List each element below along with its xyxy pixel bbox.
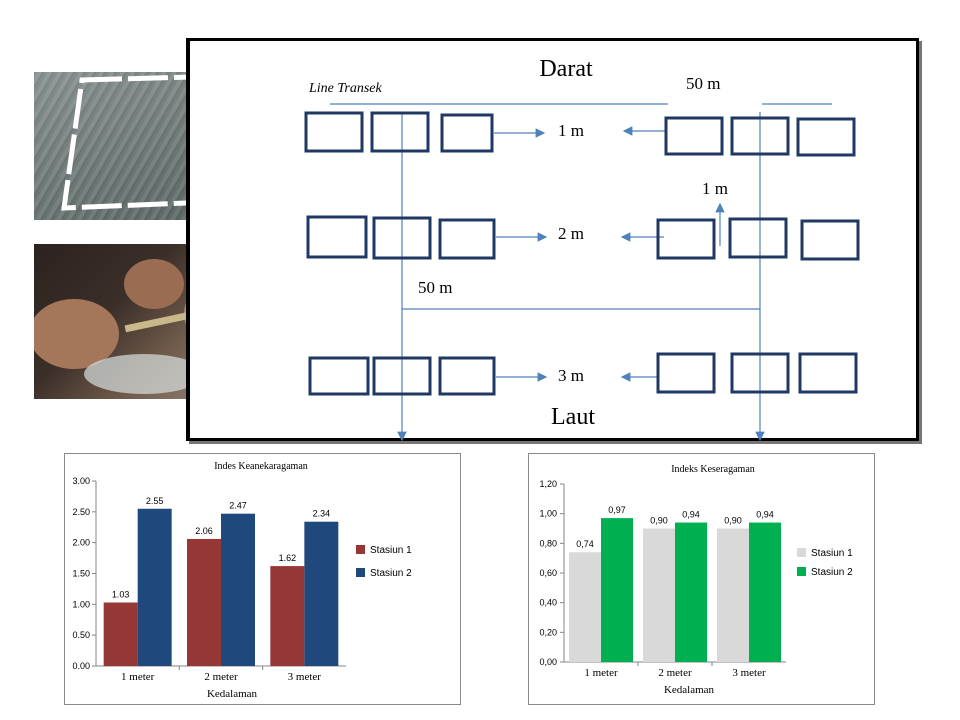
quadrat-box [800,219,860,261]
chart-title: Indeks Keseragaman [671,464,755,475]
y-tick-label: 1.50 [72,569,90,579]
data-label: 0,90 [724,516,742,526]
bar [749,522,781,662]
y-tick-label: 0.00 [72,661,90,671]
data-label: 0,90 [650,516,668,526]
data-label: 0,74 [576,539,594,549]
quadrat-box [308,356,370,396]
data-label: 0,97 [608,505,626,515]
legend-swatch [356,568,365,577]
legend-label: Stasiun 2 [370,568,412,579]
quadrat-box [798,352,858,394]
darat-label: Darat [539,56,593,82]
quadrat-box [440,113,494,153]
y-tick-label: 3.00 [72,476,90,486]
transect-lines [330,103,832,442]
data-label: 0,94 [682,510,700,520]
data-label: 2.06 [195,526,213,536]
y-tick-label: 0.50 [72,630,90,640]
bar [601,518,633,662]
quadrat-box [656,352,716,394]
y-tick-label: 0,80 [539,538,557,548]
y-tick-label: 2.00 [72,538,90,548]
bar [643,528,675,662]
bar [675,522,707,662]
line-transek-label: Line Transek [308,81,383,96]
y-tick-label: 1.00 [72,599,90,609]
row-label-3m: 3 m [558,366,584,385]
legend-label: Stasiun 2 [811,567,853,578]
y-tick-label: 2.50 [72,507,90,517]
distance-top-label: 50 m [686,74,720,93]
bar [270,566,305,666]
data-label: 2.55 [146,496,164,506]
x-axis-title: Kedalaman [207,688,258,700]
x-tick-label: 2 meter [658,667,692,679]
quadrat-frame-overlay [61,73,264,211]
quadrat-box [306,215,368,259]
y-tick-label: 0,00 [539,657,557,667]
legend-swatch [797,567,806,576]
row-label-1m: 1 m [558,121,584,140]
x-tick-label: 3 meter [288,671,322,683]
bar [569,552,601,662]
legend-swatch [797,548,806,557]
y-tick-label: 1,20 [539,479,557,489]
quadrat-box [372,356,432,396]
quadrat-box [728,217,788,259]
x-tick-label: 1 meter [584,667,618,679]
legend-label: Stasiun 1 [811,548,853,559]
quadrat-box [664,116,724,156]
row-label-2m: 2 m [558,224,584,243]
bar [221,513,255,666]
quadrat-boxes [304,111,860,396]
legend-swatch [356,545,365,554]
chart-title: Indes Keanekaragaman [214,461,308,472]
bar [187,538,221,666]
bar [137,508,172,666]
data-label: 2.34 [313,509,331,519]
y-tick-label: 1,00 [539,509,557,519]
quadrat-box [656,218,716,260]
data-label: 2.47 [229,501,247,511]
x-tick-label: 2 meter [204,671,238,683]
legend-label: Stasiun 1 [370,545,412,556]
y-tick-label: 0,20 [539,627,557,637]
quadrat-box [370,111,430,153]
x-tick-label: 1 meter [121,671,155,683]
x-tick-label: 3 meter [732,667,766,679]
quadrat-box [796,117,856,157]
bar [103,602,138,666]
quadrat-box [372,216,432,260]
quadrat-box [730,116,790,156]
data-label: 1.62 [279,553,297,563]
y-tick-label: 0,40 [539,598,557,608]
data-label: 0,94 [756,510,774,520]
distance-middle-label: 50 m [418,278,452,297]
quadrat-box [438,356,496,396]
bar [717,528,749,662]
quadrat-box [304,111,364,153]
data-label: 1.03 [112,589,130,599]
x-axis-title: Kedalaman [664,684,715,696]
quadrat-box [438,218,496,260]
quadrat-box [730,352,790,394]
vertical-spacing-label: 1 m [702,179,728,198]
laut-label: Laut [551,404,595,430]
y-tick-label: 0,60 [539,568,557,578]
bar [304,521,339,666]
